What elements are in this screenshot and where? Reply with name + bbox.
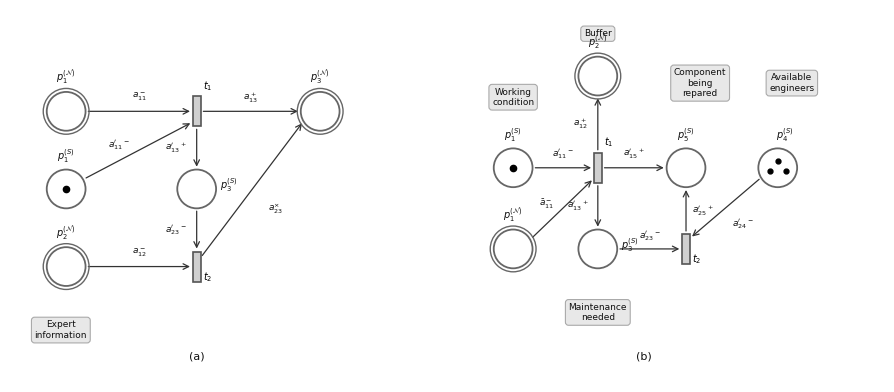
Text: $\bar{a}_{11}^-$: $\bar{a}_{11}^-$ bbox=[539, 198, 554, 211]
Circle shape bbox=[493, 149, 533, 187]
Circle shape bbox=[46, 92, 86, 131]
Circle shape bbox=[46, 247, 86, 286]
Text: $a_{12}^-$: $a_{12}^-$ bbox=[131, 247, 147, 259]
Text: Buffer: Buffer bbox=[584, 29, 611, 38]
Text: $p_1^{(\mathcal{N})}$: $p_1^{(\mathcal{N})}$ bbox=[503, 207, 523, 225]
Text: (b): (b) bbox=[636, 352, 652, 362]
Text: $p_1^{(\mathcal{N})}$: $p_1^{(\mathcal{N})}$ bbox=[56, 69, 76, 87]
Circle shape bbox=[667, 149, 705, 187]
Text: $t_2$: $t_2$ bbox=[692, 252, 702, 266]
Text: $a_{25}'^+$: $a_{25}'^+$ bbox=[692, 203, 713, 218]
Bar bbox=[682, 234, 690, 264]
Text: (a): (a) bbox=[189, 352, 205, 362]
Circle shape bbox=[758, 149, 797, 187]
Text: $p_1^{(S)}$: $p_1^{(S)}$ bbox=[57, 147, 75, 165]
Text: $a_{11}'^-$: $a_{11}'^-$ bbox=[552, 148, 574, 161]
Text: $a_{12}^+$: $a_{12}^+$ bbox=[573, 117, 588, 131]
Text: $a_{11}^-$: $a_{11}^-$ bbox=[131, 91, 147, 103]
Circle shape bbox=[46, 169, 86, 209]
Text: $p_2^{(\mathcal{N})}$: $p_2^{(\mathcal{N})}$ bbox=[56, 225, 76, 243]
Text: $a_{23}'^-$: $a_{23}'^-$ bbox=[639, 229, 661, 243]
Text: $t_2$: $t_2$ bbox=[203, 270, 213, 284]
Text: $a_{23}'^-$: $a_{23}'^-$ bbox=[164, 223, 186, 237]
Bar bbox=[594, 153, 602, 183]
Bar bbox=[193, 96, 200, 126]
Text: $a_{13}'^+$: $a_{13}'^+$ bbox=[164, 141, 186, 155]
Text: $p_3^{(\mathcal{N})}$: $p_3^{(\mathcal{N})}$ bbox=[310, 69, 330, 87]
Text: $p_3^{(S)}$: $p_3^{(S)}$ bbox=[620, 236, 638, 254]
Bar bbox=[193, 252, 200, 281]
Text: $p_1^{(S)}$: $p_1^{(S)}$ bbox=[504, 126, 522, 144]
Text: Working
condition: Working condition bbox=[492, 87, 535, 107]
Text: $p_4^{(S)}$: $p_4^{(S)}$ bbox=[776, 126, 794, 144]
Text: $a_{23}^{\times}$: $a_{23}^{\times}$ bbox=[267, 201, 283, 216]
Text: $a_{15}'^+$: $a_{15}'^+$ bbox=[623, 147, 645, 162]
Text: $p_2^{(\mathcal{N})}$: $p_2^{(\mathcal{N})}$ bbox=[588, 34, 608, 52]
Text: $a_{24}'^-$: $a_{24}'^-$ bbox=[732, 217, 754, 230]
Circle shape bbox=[493, 230, 533, 269]
Text: $t_1$: $t_1$ bbox=[604, 136, 613, 149]
Circle shape bbox=[578, 230, 617, 269]
Circle shape bbox=[300, 92, 340, 131]
Text: $t_1$: $t_1$ bbox=[203, 79, 213, 93]
Circle shape bbox=[578, 57, 617, 96]
Text: Component
being
repared: Component being repared bbox=[674, 68, 727, 98]
Circle shape bbox=[177, 169, 216, 209]
Text: $a_{13}^+$: $a_{13}^+$ bbox=[243, 91, 258, 105]
Text: $a_{13}'^+$: $a_{13}'^+$ bbox=[567, 199, 588, 213]
Text: Available
engineers: Available engineers bbox=[770, 73, 814, 93]
Text: $p_3^{(S)}$: $p_3^{(S)}$ bbox=[220, 176, 237, 194]
Text: $p_5^{(S)}$: $p_5^{(S)}$ bbox=[677, 126, 695, 144]
Text: Maintenance
needed: Maintenance needed bbox=[569, 303, 627, 322]
Text: $a_{11}'^-$: $a_{11}'^-$ bbox=[108, 138, 130, 152]
Text: Expert
information: Expert information bbox=[35, 320, 87, 340]
